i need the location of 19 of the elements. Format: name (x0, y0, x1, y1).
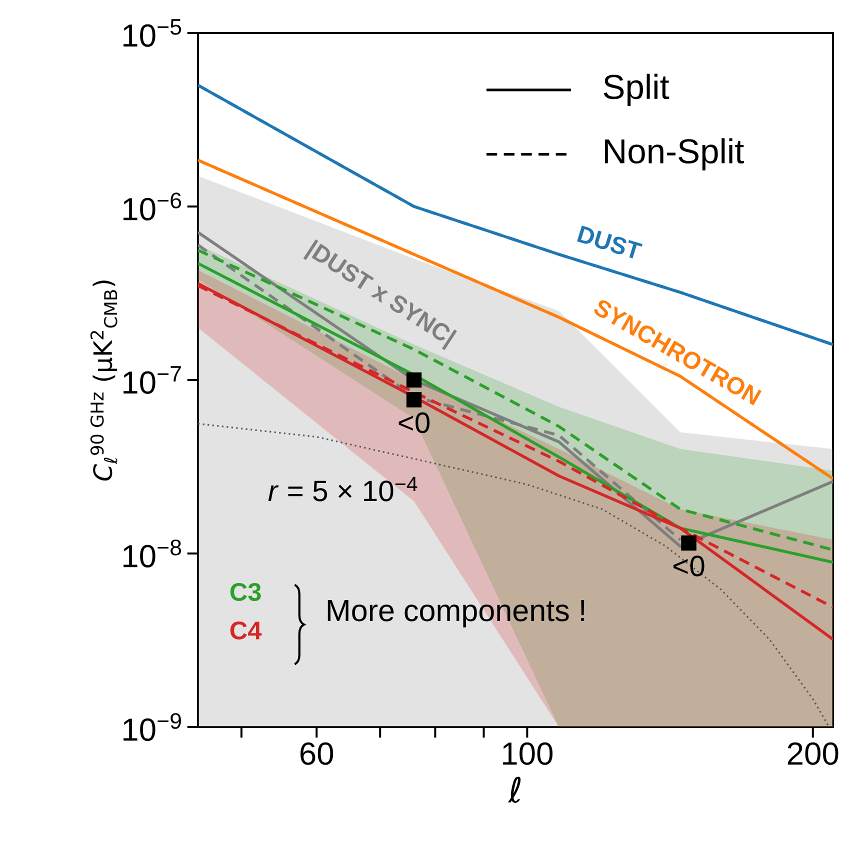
annotation: Non-Split (605, 138, 744, 170)
annotation: Split (604, 74, 670, 106)
y-axis-title: C$_{ℓ}$$^{90 GHz}$ (μK$^{2}$$_{CMB}$) (90, 280, 118, 481)
annotation: <0 (398, 412, 430, 434)
annotation: More components ! (328, 600, 584, 628)
y-tick-label: 10$^{−7}$ (124, 366, 181, 394)
text: C3 (230, 583, 261, 602)
y-tick-label: 10$^{−9}$ (124, 713, 181, 741)
y-tick-label: 10$^{−6}$ (124, 192, 182, 220)
x-tick-label: 60 (300, 742, 334, 765)
series-label: r = 5 × 10$^{−4}$ (268, 476, 418, 502)
x-axis-title: ℓ (508, 776, 521, 803)
annotation: <0 (674, 556, 704, 576)
x-tick-label: 100 (503, 742, 553, 765)
text: C4 (230, 622, 262, 640)
x-tick-label: 200 (788, 742, 838, 765)
text: DUST (577, 226, 643, 258)
y-tick-label: 10$^{−8}$ (124, 540, 182, 568)
y-tick-label: 10$^{−5}$ (124, 19, 182, 47)
